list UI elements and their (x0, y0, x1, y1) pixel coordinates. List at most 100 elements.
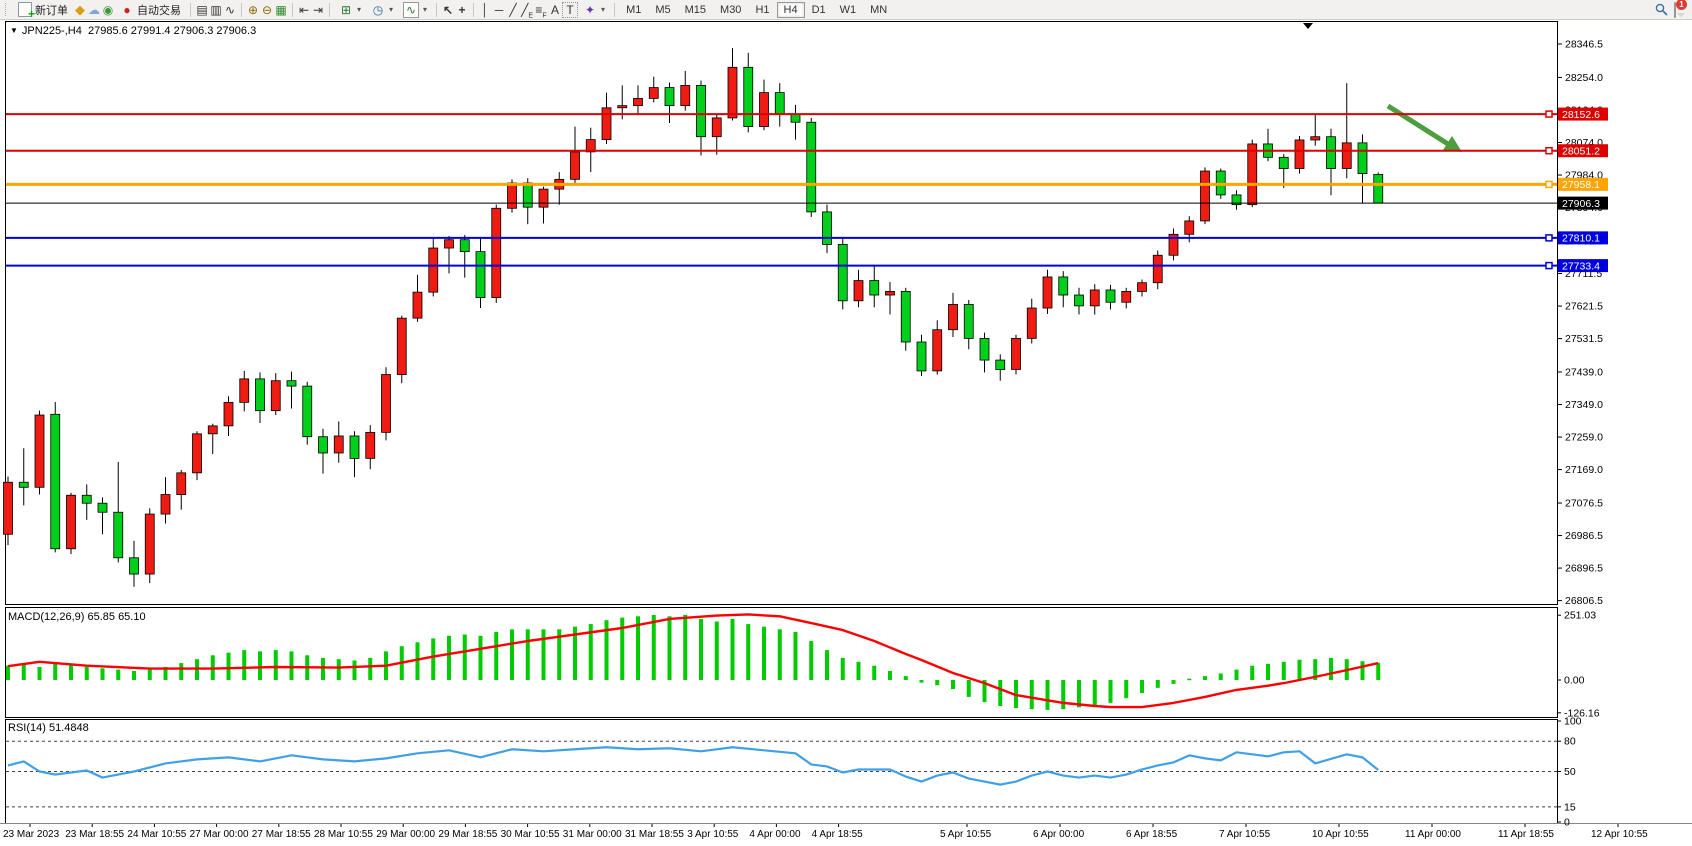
chart-collapse-icon[interactable]: ▼ (10, 26, 18, 35)
fibonacci-tool-icon[interactable]: ≡F (535, 2, 547, 19)
price-badge (1558, 144, 1608, 158)
time-axis[interactable]: 23 Mar 2023 23 Mar 18:55 24 Mar 10:55 27 Ma… (3, 824, 1648, 840)
candle-body (995, 359, 1006, 370)
cursor-tool-icon[interactable]: ↖ (443, 2, 454, 17)
macd-histogram-bar (1155, 680, 1160, 688)
vertical-line-tool-icon[interactable]: │ (481, 2, 489, 17)
timeframe-m1[interactable]: M1 (626, 3, 642, 16)
candle-body (412, 291, 423, 319)
candle-body (302, 385, 313, 438)
svg-text:27 Mar 18:55: 27 Mar 18:55 (252, 829, 311, 840)
candle-body (50, 413, 61, 550)
price-axis[interactable]: 28346.528254.028164.028074.027984.027894… (1557, 39, 1603, 608)
candle-body (680, 84, 691, 107)
notifications-button[interactable]: 1 (1668, 0, 1687, 18)
text-tool-icon[interactable]: A (551, 2, 560, 17)
timeframe-m30[interactable]: M30 (720, 3, 742, 16)
candle-body (3, 481, 13, 535)
timeframe-h1[interactable]: H1 (755, 3, 770, 16)
toolbar-grip (5, 3, 10, 16)
svg-text:3 Apr 10:55: 3 Apr 10:55 (687, 829, 739, 840)
new-order-button[interactable]: 新订单 (13, 0, 73, 21)
toolbar-separator (436, 2, 438, 17)
timeframe-d1[interactable]: D1 (811, 3, 826, 16)
macd-histogram-bar (651, 615, 656, 680)
candle-body (286, 380, 297, 387)
bar-chart-mode-icon[interactable]: ▤ (196, 2, 208, 17)
macd-histogram-bar (951, 680, 955, 690)
signal-icon[interactable]: ◉ (102, 2, 114, 17)
candle-body (1058, 276, 1069, 296)
candle-body (129, 557, 139, 575)
candle-body (1373, 174, 1384, 204)
auto-scroll-icon[interactable]: ⇤ (298, 2, 310, 17)
timeframe-h4[interactable]: H4 (776, 1, 805, 18)
rsi-indicator-label: RSI(14) 51.4848 (8, 722, 89, 734)
panel-frames (0, 21, 1692, 824)
level-lines[interactable] (6, 110, 1557, 270)
line-chart-mode-icon[interactable]: ∿ (224, 2, 236, 17)
macd-histogram-bar (163, 667, 168, 680)
candle-body (34, 414, 45, 488)
new-order-label: 新订单 (35, 4, 68, 17)
macd-histogram-bar (888, 670, 892, 680)
svg-text:23 Mar 18:55: 23 Mar 18:55 (65, 829, 124, 840)
shapes-tool-button[interactable]: ✦ ▾ (578, 1, 610, 19)
macd-histogram-bar (321, 657, 325, 680)
chart-window[interactable]: 28346.528254.028164.028074.027984.027894… (0, 20, 1692, 846)
zoom-in-icon[interactable]: ⊕ (247, 2, 259, 17)
macd-histogram-bar (1329, 657, 1333, 680)
horizontal-line-tool-icon[interactable]: ─ (494, 2, 504, 17)
candle-body (1357, 142, 1368, 174)
candle-body (774, 92, 785, 115)
candlestick-mode-icon[interactable]: ▥ (210, 2, 222, 17)
autotrading-button[interactable]: ● 自动交易 (115, 0, 186, 20)
macd-histogram-bar (966, 680, 971, 697)
svg-text:7 Apr 10:55: 7 Apr 10:55 (1219, 829, 1271, 840)
macd-histogram-bar (588, 624, 593, 680)
candle-body (916, 341, 927, 372)
price-chart[interactable]: 28346.528254.028164.028074.027984.027894… (0, 20, 1692, 846)
svg-text:26896.5: 26896.5 (1565, 563, 1603, 575)
channel-tool-icon[interactable]: ╱E (521, 2, 533, 19)
gold-pointer-icon[interactable]: ◆ (75, 1, 85, 17)
candles-layer (3, 48, 1384, 587)
community-icon[interactable]: ☁ (88, 2, 100, 17)
svg-text:251.03: 251.03 (1564, 610, 1596, 622)
chart-shift-marker[interactable] (1303, 23, 1313, 29)
new-chart-button[interactable]: ⊞ ▾ (334, 1, 366, 19)
price-badge (1558, 177, 1608, 191)
candle-body (239, 378, 250, 403)
text-label-tool-icon[interactable]: T (562, 1, 579, 18)
trendline-tool-icon[interactable]: ╱ (509, 2, 517, 17)
svg-text:29 Mar 00:00: 29 Mar 00:00 (376, 829, 435, 840)
crosshair-tool-icon[interactable]: + (458, 2, 466, 17)
candle-body (144, 513, 155, 575)
timeframe-m5[interactable]: M5 (655, 3, 671, 16)
timeframe-w1[interactable]: W1 (839, 3, 857, 16)
candle-body (1326, 136, 1336, 169)
timeframe-m15[interactable]: M15 (684, 3, 707, 16)
zoom-out-icon[interactable]: ⊖ (261, 2, 273, 17)
candle-body (1042, 276, 1053, 309)
svg-text:10 Apr 10:55: 10 Apr 10:55 (1312, 829, 1369, 840)
macd-histogram-bar (84, 667, 89, 680)
candle-body (207, 425, 218, 435)
macd-histogram-bar (352, 660, 357, 680)
profiles-button[interactable]: ◷ ▾ (366, 1, 398, 19)
tile-windows-icon[interactable]: ▦ (275, 2, 287, 17)
macd-histogram-bar (258, 651, 262, 680)
macd-histogram-bar (604, 620, 609, 680)
search-icon[interactable] (1654, 3, 1668, 17)
candle-body (396, 317, 407, 375)
chart-shift-icon[interactable]: ⇥ (312, 2, 324, 17)
macd-histogram-bar (462, 634, 467, 680)
candle-body (1121, 291, 1132, 303)
trend-arrow-annotation[interactable] (1386, 103, 1462, 152)
svg-text:29 Mar 18:55: 29 Mar 18:55 (438, 829, 497, 840)
indicators-button[interactable]: ∿ ▾ (398, 0, 432, 20)
timeframe-mn[interactable]: MN (870, 3, 888, 16)
macd-histogram-bar (368, 657, 373, 680)
svg-text:27349.0: 27349.0 (1565, 399, 1603, 411)
candle-body (711, 117, 722, 138)
